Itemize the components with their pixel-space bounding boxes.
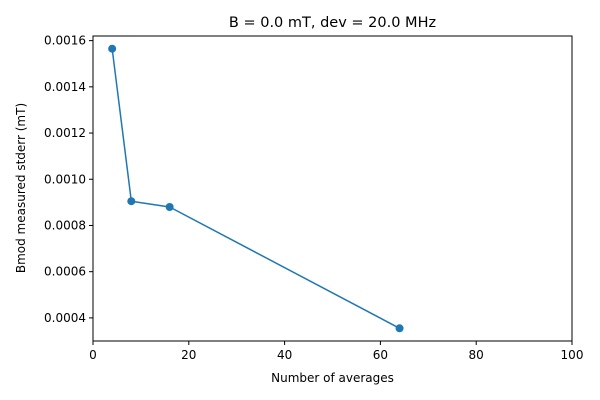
data-point bbox=[165, 202, 174, 211]
x-tick-label: 100 bbox=[561, 348, 584, 362]
y-tick-label: 0.0010 bbox=[44, 172, 86, 186]
data-point bbox=[127, 197, 136, 206]
x-axis-title: Number of averages bbox=[271, 371, 394, 385]
x-tick-label: 0 bbox=[89, 348, 97, 362]
chart-title: B = 0.0 mT, dev = 20.0 MHz bbox=[229, 15, 436, 31]
plot-area bbox=[92, 35, 573, 342]
data-point bbox=[395, 324, 404, 333]
x-tick-label: 20 bbox=[181, 348, 196, 362]
series-line bbox=[111, 48, 400, 329]
series-layer bbox=[108, 44, 404, 333]
y-tick-label: 0.0014 bbox=[44, 80, 86, 94]
x-axis: 0 20 40 60 80 100 bbox=[89, 341, 583, 362]
plot-frame bbox=[92, 35, 573, 342]
y-tick-label: 0.0012 bbox=[44, 126, 86, 140]
x-tick-label: 40 bbox=[277, 348, 292, 362]
y-tick-label: 0.0016 bbox=[44, 34, 86, 48]
y-axis: 0.0004 0.0006 0.0008 0.0010 0.0012 0.0014 0.00… bbox=[44, 34, 93, 325]
y-tick-label: 0.0004 bbox=[44, 311, 86, 325]
x-tick-label: 80 bbox=[469, 348, 484, 362]
data-point bbox=[108, 44, 117, 53]
y-axis-title: Bmod measured stderr (mT) bbox=[14, 103, 28, 273]
y-tick-label: 0.0008 bbox=[44, 218, 86, 232]
y-tick-label: 0.0006 bbox=[44, 265, 86, 279]
x-tick-label: 60 bbox=[373, 348, 388, 362]
